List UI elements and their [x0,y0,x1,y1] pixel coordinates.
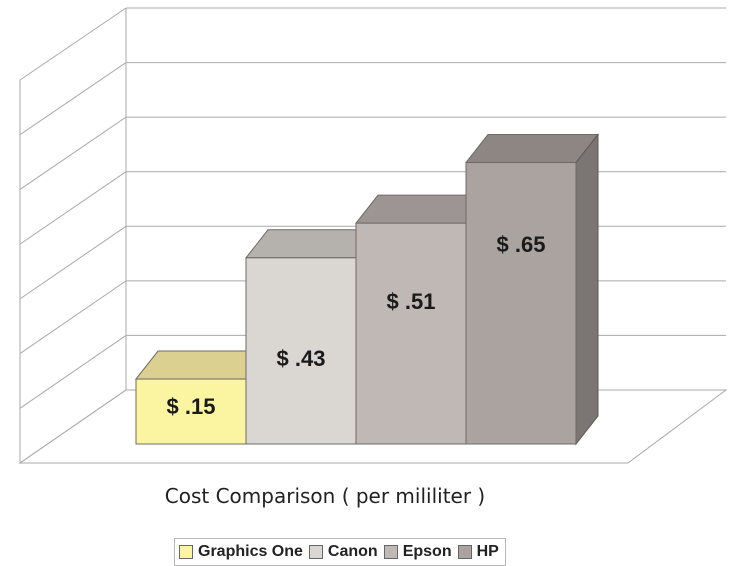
legend-swatch-hp [457,545,472,559]
legend-label: Canon [327,543,378,560]
data-labels: $ .15 $ .43 $ .51 $ .65 [167,232,546,419]
data-label-epson: $ .51 [387,289,436,314]
x-axis-label: Cost Comparison ( per mililiter ) [164,484,486,508]
gridline-side [19,116,127,190]
data-label-hp: $ .65 [497,232,546,257]
gridline-side [19,280,127,354]
legend-swatch-graphics-one [179,545,193,559]
bar-top-hp [464,134,600,164]
legend-label: HP [476,543,499,560]
gridline-side [19,62,127,136]
legend-item-canon: Canon [308,543,378,561]
bar-side-hp [575,133,599,446]
bar-graphics-one [135,378,247,445]
legend: Graphics One Canon Epson HP [174,538,506,566]
legend-label: Graphics One [198,543,303,560]
gridline-side [19,389,127,464]
legend-item-graphics-one: Graphics One [179,543,303,561]
bars [134,133,600,446]
gridline-side [19,7,127,81]
legend-swatch-canon [308,545,323,559]
legend-swatch-epson [383,545,398,559]
bar-hp [465,162,577,445]
legend-label: Epson [402,543,452,560]
bar-epson [355,222,467,445]
gridline-side [19,335,127,409]
gridline-side [19,171,127,245]
legend-item-epson: Epson [383,543,452,561]
gridline-side [19,225,127,300]
legend-item-hp: HP [457,543,499,561]
bar-canon [245,257,357,445]
data-label-graphics-one: $ .15 [167,394,216,419]
data-label-canon: $ .43 [277,346,326,371]
